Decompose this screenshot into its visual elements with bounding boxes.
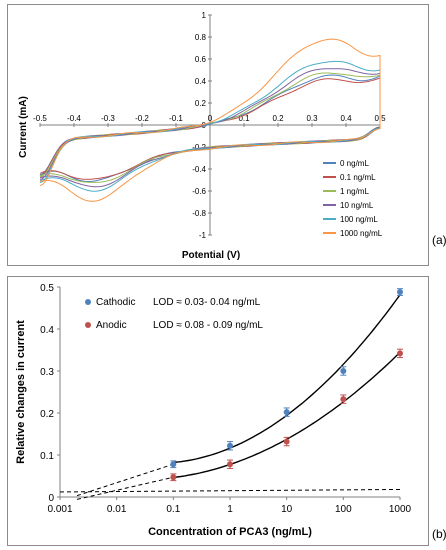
x-tick-label: 0.2 bbox=[272, 114, 284, 123]
y-tick-label: 0.4 bbox=[195, 77, 207, 86]
legend-label: Anodic bbox=[96, 320, 127, 331]
cv-curve-series bbox=[39, 38, 381, 202]
legend-label: Cathodic bbox=[96, 297, 135, 308]
y-tick-label: -0.4 bbox=[192, 165, 206, 174]
y-tick-label: -0.6 bbox=[192, 187, 206, 196]
data-point bbox=[340, 368, 347, 374]
data-point bbox=[170, 461, 177, 468]
data-point bbox=[170, 474, 177, 481]
y-tick-label: 0.3 bbox=[40, 367, 54, 378]
panel-label-b: (b) bbox=[432, 527, 446, 541]
y-tick-label: 0.6 bbox=[195, 55, 207, 64]
x-tick-label: 0.001 bbox=[47, 504, 72, 515]
legend-label: 1000 ng/mL bbox=[340, 229, 383, 238]
legend-marker bbox=[85, 322, 91, 328]
y-tick-label: 0.8 bbox=[195, 33, 207, 42]
extrapolation-line bbox=[76, 476, 174, 500]
data-point bbox=[340, 396, 347, 403]
cv-chart-svg: -0.5 -0.4 -0.3 -0.2 -0.1 0 0.1 0.2 0.3 0.4 0.510.8… bbox=[18, 11, 386, 261]
y-tick-label: 0.4 bbox=[40, 325, 54, 336]
y-tick-label: -1 bbox=[199, 231, 207, 240]
x-tick-label: 0 bbox=[208, 114, 213, 123]
data-point bbox=[283, 409, 290, 416]
lod-annotation: LOD ≈ 0.03- 0.04 ng/mL bbox=[153, 297, 261, 308]
legend-label: 10 ng/mL bbox=[340, 201, 374, 210]
y-axis-title: Relative changes in current bbox=[15, 320, 27, 464]
x-tick-label: 0.1 bbox=[166, 504, 180, 515]
cv-chart-panel: -0.5 -0.4 -0.3 -0.2 -0.1 0 0.1 0.2 0.3 0.4 0.5 1 0.8… bbox=[7, 4, 429, 266]
data-point bbox=[227, 461, 233, 468]
calibration-chart-panel: 0 0.1 0.2 0.3 0.4 0.5 0.001 0.01 0.1 1 10 100 1000 Co… bbox=[7, 276, 429, 546]
x-tick-label: 100 bbox=[335, 504, 352, 515]
x-tick-label: -0.4 bbox=[67, 114, 81, 123]
x-tick-label: 1 bbox=[227, 504, 233, 515]
y-tick-label: 0.2 bbox=[195, 99, 207, 108]
y-tick-label: 0.2 bbox=[40, 409, 54, 420]
data-point bbox=[397, 289, 403, 296]
data-point bbox=[397, 350, 403, 357]
legend-marker bbox=[85, 299, 91, 305]
legend-label: 0.1 ng/mL bbox=[340, 173, 376, 182]
y-tick-label: -0.2 bbox=[192, 143, 206, 152]
blank-baseline bbox=[59, 488, 401, 493]
data-point bbox=[227, 442, 233, 449]
x-tick-label: 0.01 bbox=[107, 504, 127, 515]
legend-label: 0 ng/mL bbox=[340, 159, 369, 168]
y-tick-label: 0.1 bbox=[40, 451, 54, 462]
legend-label: 100 ng/mL bbox=[340, 215, 378, 224]
y-tick-label: -0.8 bbox=[192, 209, 206, 218]
x-tick-label: -0.5 bbox=[33, 114, 47, 123]
y-axis-title: Current (mA) bbox=[18, 96, 29, 158]
extrapolation-line bbox=[76, 463, 174, 497]
x-tick-label: 0.1 bbox=[238, 114, 250, 123]
x-tick-label: 0.3 bbox=[306, 114, 318, 123]
lod-annotation: LOD ≈ 0.08 - 0.09 ng/mL bbox=[153, 320, 263, 331]
y-tick-label: 0.5 bbox=[40, 283, 54, 294]
x-tick-label: -0.1 bbox=[169, 114, 183, 123]
y-tick-label: 1 bbox=[202, 11, 207, 20]
calibration-chart-svg: 0 0.1 0.2 0.3 0.4 0.5 0.001 0.01 0.1 1 10 100 1000 Co… bbox=[15, 283, 412, 538]
x-tick-label: 0.4 bbox=[340, 114, 352, 123]
panel-label-a: (a) bbox=[432, 233, 446, 247]
x-axis-title: Potential (V) bbox=[182, 250, 240, 261]
x-tick-label: 10 bbox=[281, 504, 293, 515]
legend-label: 1 ng/mL bbox=[340, 187, 369, 196]
x-axis-title: Concentration of PCA3 (ng/mL) bbox=[148, 526, 312, 538]
data-point bbox=[283, 438, 290, 445]
y-tick-label: 0 bbox=[48, 493, 54, 504]
x-tick-label: -0.2 bbox=[135, 114, 149, 123]
x-tick-label: 1000 bbox=[389, 504, 412, 515]
x-tick-label: -0.3 bbox=[101, 114, 115, 123]
